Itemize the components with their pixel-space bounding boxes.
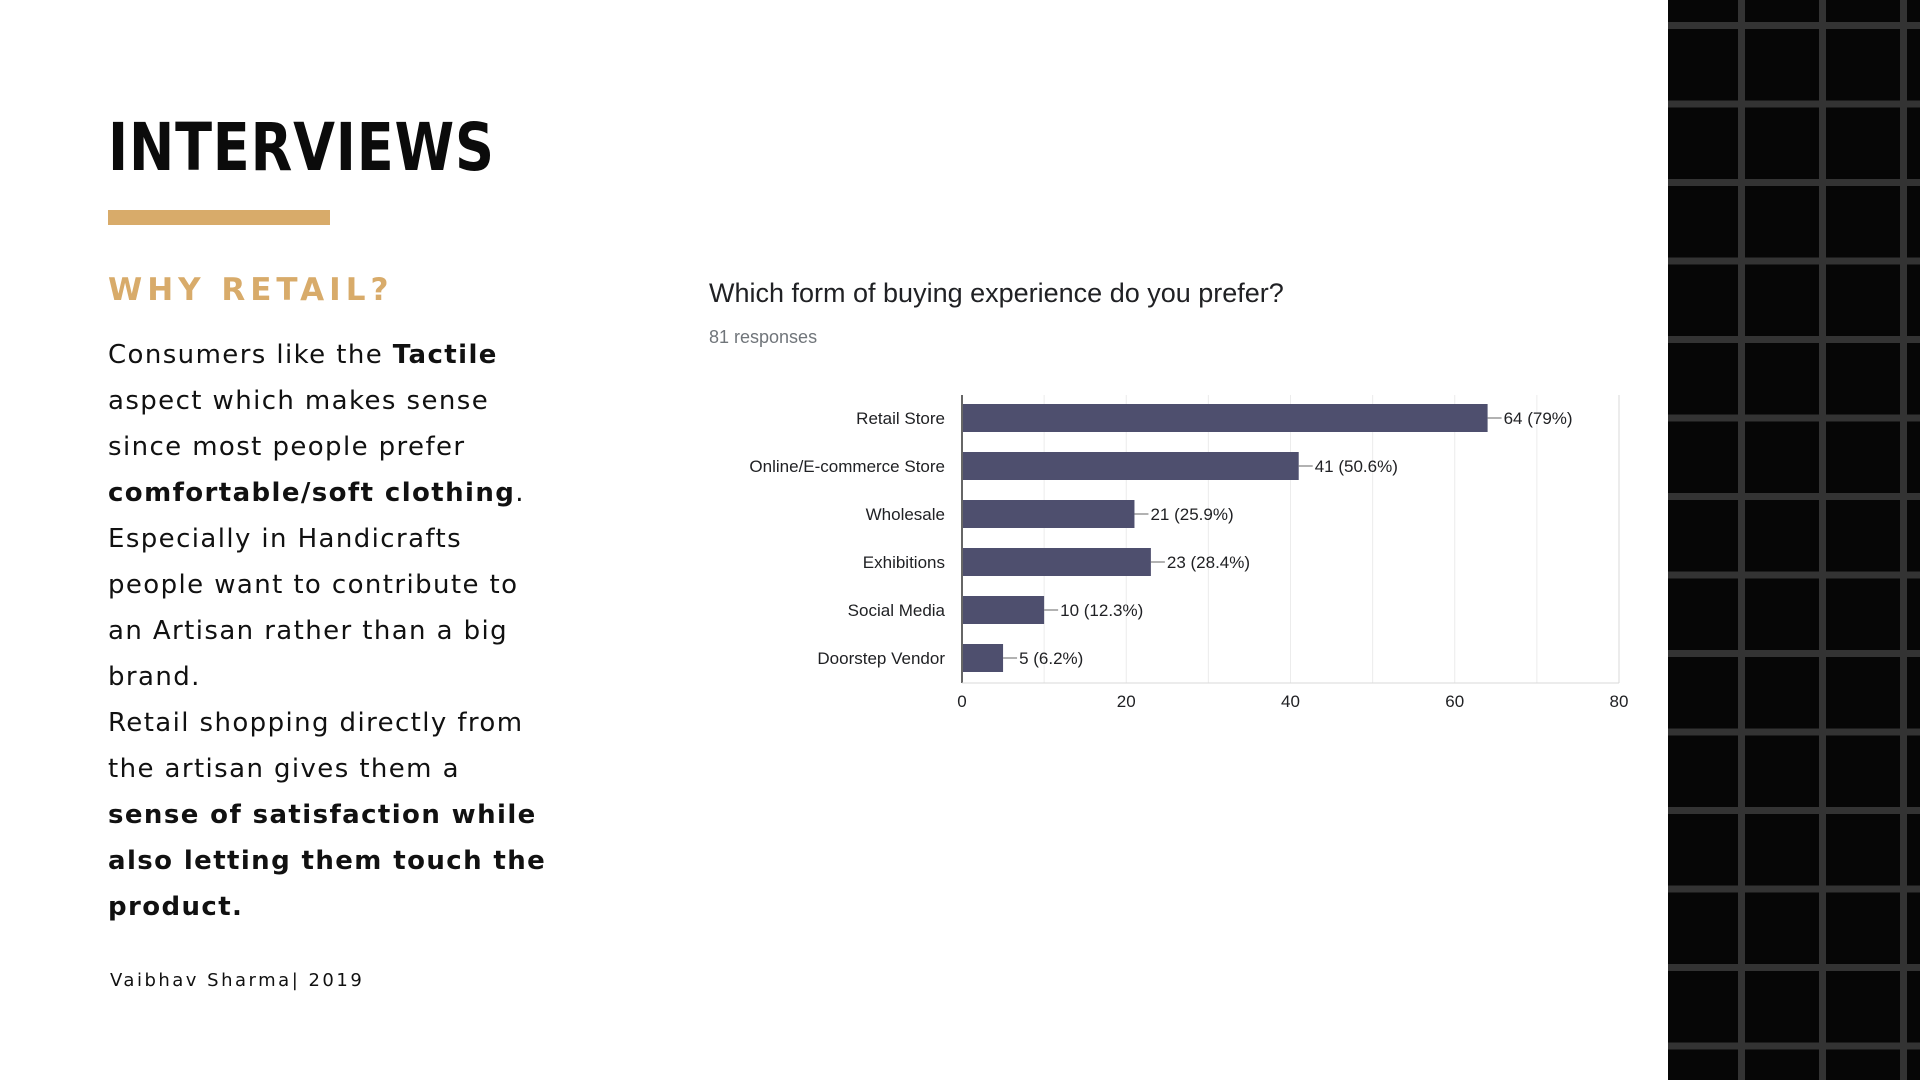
body-text-run: people want to contribute to — [108, 570, 519, 600]
slide-title: INTERVIEWS — [108, 109, 495, 186]
category-label: Exhibitions — [863, 553, 945, 572]
body-text-run: . — [515, 478, 525, 508]
grid-horizontal-line — [1668, 493, 1920, 500]
panel-background — [1668, 0, 1920, 1080]
bar — [963, 644, 1004, 672]
grid-vertical-line — [1819, 0, 1826, 1080]
body-text-run: Consumers like the — [108, 340, 393, 370]
grid-horizontal-line — [1668, 22, 1920, 29]
category-label: Retail Store — [856, 409, 945, 428]
data-label: 41 (50.6%) — [1315, 457, 1398, 476]
chart-response-count: 81 responses — [709, 327, 818, 347]
grid-horizontal-line — [1668, 1042, 1920, 1050]
grid-horizontal-line — [1668, 964, 1920, 971]
grid-horizontal-line — [1668, 414, 1920, 422]
body-line: aspect which makes sense — [108, 378, 538, 424]
body-text-run: the artisan gives them a — [108, 754, 460, 784]
body-emphasis: comfortable/soft clothing — [108, 478, 516, 508]
body-line: Retail shopping directly from — [108, 700, 538, 746]
body-line: product. — [108, 884, 538, 930]
grid-horizontal-line — [1668, 728, 1920, 736]
footer-credit: Vaibhav Sharma| 2019 — [110, 970, 365, 991]
bar — [963, 548, 1151, 576]
body-line: comfortable/soft clothing. — [108, 470, 538, 516]
grid-horizontal-line — [1668, 885, 1920, 893]
grid-horizontal-line — [1668, 336, 1920, 343]
category-label: Online/E-commerce Store — [749, 457, 945, 476]
chart-title: Which form of buying experience do you p… — [709, 278, 1284, 308]
bar — [963, 596, 1045, 624]
data-label: 5 (6.2%) — [1019, 649, 1083, 668]
grid-vertical-line — [1900, 0, 1907, 1080]
body-line: Consumers like the Tactile — [108, 332, 538, 378]
body-emphasis: Tactile — [392, 340, 498, 370]
x-tick-label: 0 — [957, 692, 966, 711]
section-subtitle: WHY RETAIL? — [108, 272, 394, 308]
body-text-run: aspect which makes sense — [108, 386, 490, 416]
data-label: 23 (28.4%) — [1167, 553, 1250, 572]
grid-horizontal-line — [1668, 571, 1920, 579]
data-label: 10 (12.3%) — [1060, 601, 1143, 620]
body-emphasis: also letting them touch the — [108, 846, 547, 876]
body-text-run: since most people prefer — [108, 432, 466, 462]
decorative-grid-panel — [1668, 0, 1920, 1080]
body-text-run: brand. — [108, 662, 201, 692]
body-line: sense of satisfaction while — [108, 792, 538, 838]
bar — [963, 500, 1135, 528]
grid-horizontal-line — [1668, 179, 1920, 186]
body-line: an Artisan rather than a big — [108, 608, 538, 654]
body-emphasis: product. — [108, 892, 244, 922]
body-line: also letting them touch the — [108, 838, 545, 884]
body-line: brand. — [108, 654, 538, 700]
grid-pattern — [1668, 0, 1920, 1080]
body-text-run: Especially in Handicrafts — [108, 524, 463, 554]
grid-vertical-line — [1738, 0, 1745, 1080]
body-text-run: Retail shopping directly from — [108, 708, 524, 738]
category-label: Social Media — [848, 601, 946, 620]
x-tick-label: 80 — [1610, 692, 1629, 711]
category-label: Wholesale — [866, 505, 945, 524]
grid-horizontal-line — [1668, 650, 1920, 657]
x-tick-label: 20 — [1117, 692, 1136, 711]
title-underline — [108, 210, 330, 225]
body-emphasis: sense of satisfaction while — [108, 800, 537, 830]
body-line: people want to contribute to — [108, 562, 538, 608]
body-line: the artisan gives them a — [108, 746, 538, 792]
bar — [963, 404, 1488, 432]
bar — [963, 452, 1299, 480]
body-paragraph: Consumers like the Tactile aspect which m… — [108, 332, 545, 930]
grid-horizontal-line — [1668, 257, 1920, 265]
x-tick-label: 60 — [1445, 692, 1464, 711]
body-line: Especially in Handicrafts — [108, 516, 538, 562]
body-line: since most people prefer — [108, 424, 538, 470]
data-label: 64 (79%) — [1504, 409, 1573, 428]
body-text-run: an Artisan rather than a big — [108, 616, 509, 646]
category-label: Doorstep Vendor — [817, 649, 945, 668]
data-label: 21 (25.9%) — [1150, 505, 1233, 524]
grid-horizontal-line — [1668, 100, 1920, 108]
x-tick-label: 40 — [1281, 692, 1300, 711]
grid-horizontal-line — [1668, 807, 1920, 814]
